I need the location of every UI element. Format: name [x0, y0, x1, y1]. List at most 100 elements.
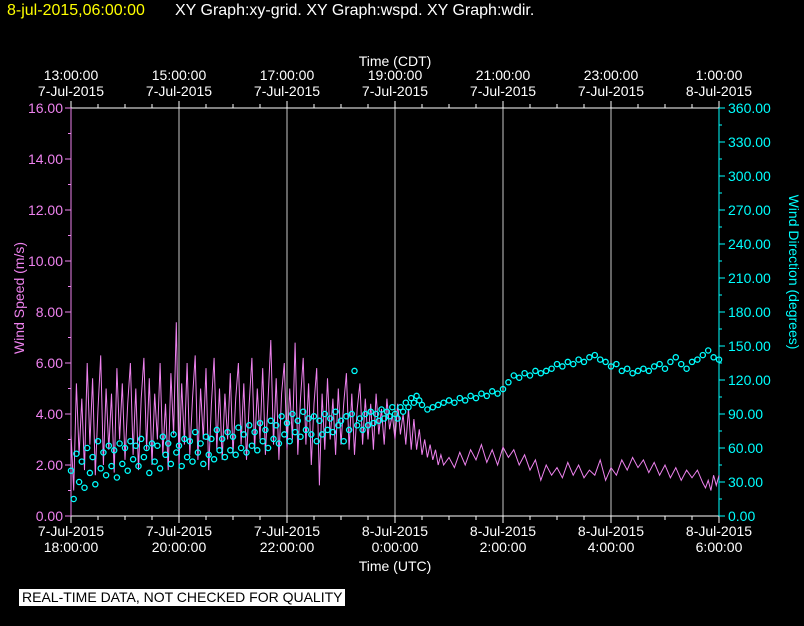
- left-tick-label: 4.00: [36, 406, 63, 422]
- wind-direction-point: [291, 428, 299, 436]
- top-tick-label-date: 8-Jul-2015: [686, 83, 752, 99]
- left-tick-label: 2.00: [36, 457, 63, 473]
- wind-direction-point: [127, 437, 134, 445]
- wind-direction-point: [256, 419, 264, 427]
- wind-direction-point: [416, 397, 423, 404]
- wind-direction-point: [429, 403, 437, 411]
- wind-direction-point: [661, 365, 669, 372]
- bottom-tick-label-time: 4:00:00: [588, 539, 635, 555]
- wind-direction-point: [283, 419, 291, 427]
- wind-direction-point: [410, 399, 418, 406]
- wind-direction-point: [618, 367, 626, 375]
- left-tick-label: 6.00: [36, 355, 63, 371]
- top-tick-label-date: 7-Jul-2015: [470, 83, 536, 99]
- wind-direction-point: [210, 456, 218, 463]
- wind-direction-point: [710, 354, 717, 361]
- wind-direction-point: [116, 440, 123, 447]
- grid-lines: [178, 108, 720, 516]
- left-tick-label: 16.00: [28, 100, 63, 116]
- top-tick-label-date: 7-Jul-2015: [578, 83, 644, 99]
- wind-direction-point: [75, 478, 83, 486]
- wind-direction-point: [205, 451, 212, 459]
- wind-direction-point: [70, 495, 77, 503]
- bottom-tick-label-time: 0:00:00: [372, 539, 419, 555]
- left-axis-title: Wind Speed (m/s): [11, 242, 27, 354]
- wind-direction-point: [526, 372, 534, 379]
- wind-direction-point: [100, 449, 107, 456]
- bottom-tick-label-date: 8-Jul-2015: [362, 523, 428, 539]
- wind-direction-point: [402, 399, 410, 406]
- wind-direction-point: [248, 442, 256, 449]
- wind-direction-point: [286, 437, 293, 445]
- wind-direction-point: [132, 442, 140, 449]
- wind-direction-point: [278, 413, 285, 420]
- wind-direction-point: [129, 456, 137, 463]
- right-axis-title: Wind Direction (degrees): [786, 195, 802, 350]
- top-tick-label-time: 1:00:00: [696, 67, 743, 83]
- header-timestamp: 8-jul-2015,06:00:00: [7, 2, 145, 19]
- wind-direction-point: [267, 417, 275, 425]
- right-tick-label: 210.00: [728, 270, 771, 286]
- wind-direction-point: [224, 428, 231, 436]
- right-tick-label: 120.00: [728, 372, 771, 388]
- bottom-tick-label-time: 22:00:00: [260, 539, 315, 555]
- wind-direction-point: [694, 356, 701, 363]
- wind-direction-point: [553, 360, 561, 368]
- right-tick-label: 300.00: [728, 168, 771, 184]
- top-tick-label-date: 7-Jul-2015: [362, 83, 428, 99]
- wind-direction-point: [89, 453, 96, 461]
- wind-direction-point: [332, 408, 339, 415]
- wind-direction-point: [148, 440, 156, 447]
- bottom-tick-label-time: 2:00:00: [480, 539, 527, 555]
- wind-direction-point: [243, 449, 250, 456]
- right-tick-label: 360.00: [728, 100, 771, 116]
- wind-direction-point: [156, 465, 164, 472]
- wind-direction-point: [380, 415, 388, 422]
- wind-direction-point: [140, 453, 148, 461]
- wind-direction-point: [181, 435, 188, 443]
- wind-direction-point: [167, 460, 175, 468]
- wind-direction-point: [137, 435, 145, 443]
- top-tick-label-time: 17:00:00: [260, 67, 315, 83]
- wind-direction-point: [413, 392, 420, 400]
- wind-direction-point: [326, 415, 334, 422]
- wind-direction-point: [372, 410, 380, 418]
- wind-direction-point: [521, 369, 528, 377]
- wind-direction-point: [650, 363, 658, 370]
- wind-direction-point: [575, 356, 582, 363]
- wind-direction-point: [289, 410, 296, 418]
- wind-direction-point: [235, 424, 242, 431]
- bottom-tick-label-date: 7-Jul-2015: [254, 523, 320, 539]
- wind-direction-point: [394, 415, 401, 422]
- wind-direction-point: [275, 440, 283, 447]
- wind-direction-point: [240, 431, 248, 438]
- wind-direction-point: [397, 403, 404, 411]
- wind-direction-point: [313, 437, 320, 445]
- quality-disclaimer: REAL-TIME DATA, NOT CHECKED FOR QUALITY: [19, 589, 346, 606]
- right-tick-label: 30.00: [728, 474, 763, 490]
- wind-direction-point: [494, 390, 501, 397]
- wind-direction-point: [672, 354, 680, 361]
- left-tick-label: 0.00: [36, 508, 63, 524]
- top-tick-label-date: 7-Jul-2015: [38, 83, 104, 99]
- right-tick-label: 330.00: [728, 134, 771, 150]
- wind-direction-point: [569, 360, 577, 368]
- wind-direction-point: [83, 444, 91, 452]
- wind-direction-point: [81, 484, 88, 491]
- wind-direction-point: [310, 413, 318, 420]
- wind-direction-point: [499, 385, 507, 393]
- wind-direction-point: [229, 433, 237, 440]
- top-tick-label-date: 7-Jul-2015: [146, 83, 212, 99]
- wind-direction-point: [102, 471, 110, 479]
- wind-direction-point: [251, 428, 258, 436]
- wind-direction-point: [445, 397, 453, 404]
- left-tick-label: 14.00: [28, 151, 63, 167]
- wind-direction-point: [532, 367, 539, 375]
- wind-direction-point: [683, 365, 690, 372]
- wind-direction-point: [391, 410, 399, 418]
- left-tick-label: 10.00: [28, 253, 63, 269]
- wind-direction-point: [262, 426, 269, 434]
- wind-direction-point: [559, 363, 566, 370]
- wind-direction-point: [232, 451, 239, 459]
